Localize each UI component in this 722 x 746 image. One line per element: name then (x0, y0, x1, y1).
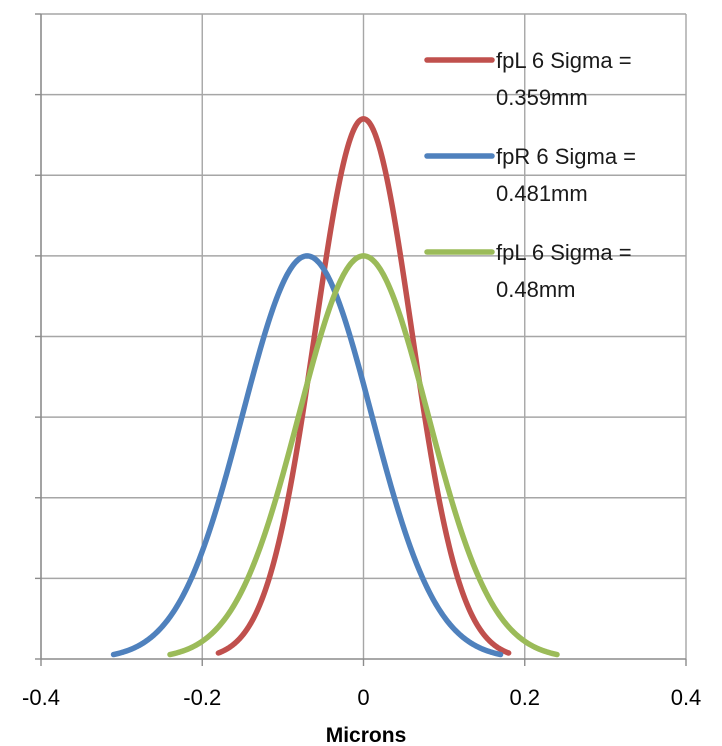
legend-label-1-line-2: 0.359mm (496, 85, 588, 110)
legend-label-3-line-2: 0.48mm (496, 277, 575, 302)
series-line-1 (215, 116, 512, 656)
legend-label-1-line-1: fpL 6 Sigma = (496, 48, 632, 73)
x-tick-label-2: -0.2 (183, 685, 221, 710)
legend-label-2-line-1: fpR 6 Sigma = (496, 144, 636, 169)
x-tick-labels: -0.4 -0.2 0 0.2 0.4 (22, 685, 701, 710)
series-lines (110, 116, 560, 658)
grid (41, 13, 687, 659)
x-tick-label-4: 0.2 (509, 685, 540, 710)
series-line-3 (167, 253, 560, 658)
legend-label-3-line-1: fpL 6 Sigma = (496, 240, 632, 265)
axes (35, 13, 687, 666)
series-line-2 (110, 253, 504, 658)
legend-label-2-line-2: 0.481mm (496, 181, 588, 206)
x-axis-title: Microns (326, 724, 407, 746)
legend: fpL 6 Sigma = 0.359mm fpR 6 Sigma = 0.481mm… (424, 48, 636, 302)
x-tick-label-3: 0 (357, 685, 369, 710)
x-tick-label-5: 0.4 (671, 685, 702, 710)
x-tick-label-1: -0.4 (22, 685, 60, 710)
